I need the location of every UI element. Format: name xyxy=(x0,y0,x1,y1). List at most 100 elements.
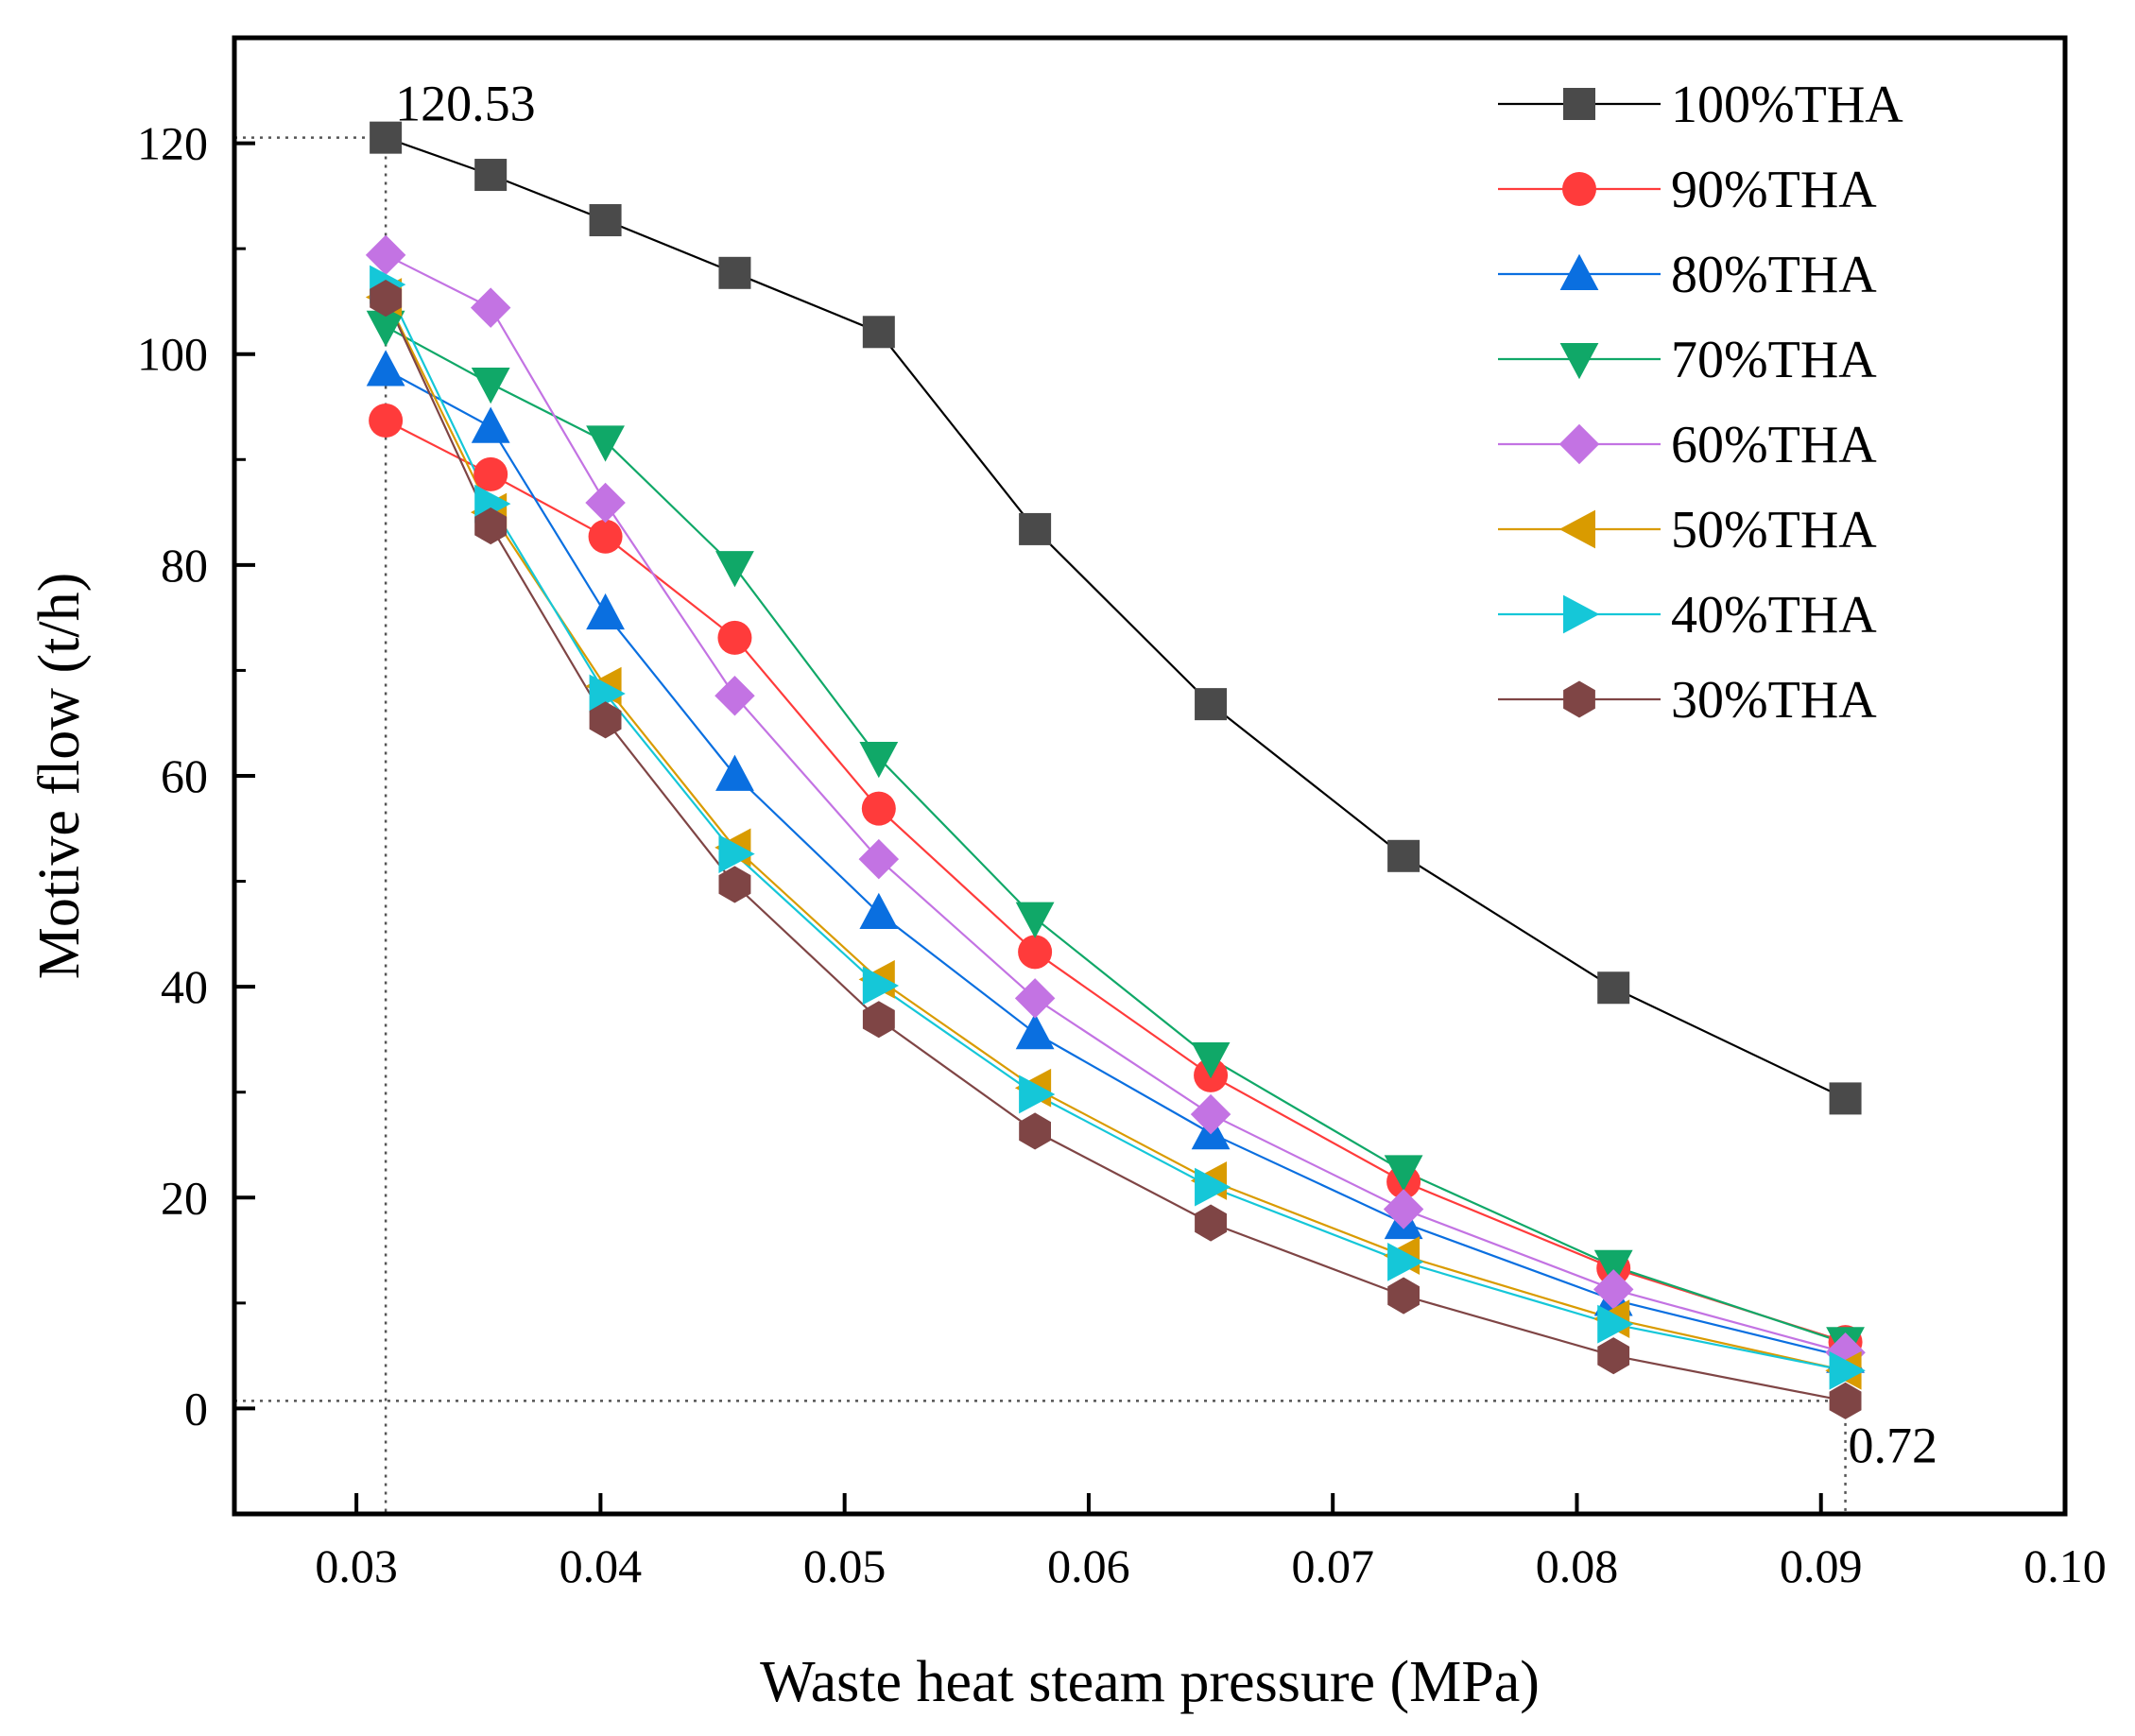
series-markers-60%THA xyxy=(365,234,1866,1373)
legend-label: 60%THA xyxy=(1671,416,1877,474)
data-point xyxy=(1829,1350,1866,1390)
legend: 100%THA 90%THA 80%THA 70%THA 60%THA 50%THA 40%… xyxy=(1498,76,1903,730)
data-point xyxy=(1597,1304,1634,1344)
data-point xyxy=(715,754,754,791)
data-point xyxy=(589,701,622,739)
annotation-min: 0.72 xyxy=(1849,1417,1938,1473)
data-point xyxy=(1015,1012,1055,1050)
data-point xyxy=(862,1001,895,1039)
series-line-70%THA xyxy=(385,325,1846,1345)
data-point xyxy=(1593,1249,1633,1287)
data-point xyxy=(471,406,510,443)
legend-marker xyxy=(1558,509,1595,549)
legend-entry: 40%THA xyxy=(1498,586,1877,645)
legend-label: 40%THA xyxy=(1671,586,1877,645)
data-point xyxy=(1018,935,1053,970)
data-point xyxy=(589,204,622,237)
data-point xyxy=(1014,978,1056,1019)
y-tick-label: 120 xyxy=(137,117,208,170)
data-point xyxy=(370,121,403,154)
series-markers xyxy=(365,121,1866,1419)
data-point xyxy=(1387,839,1420,872)
data-point xyxy=(858,838,900,880)
data-point xyxy=(1015,902,1055,938)
data-point xyxy=(717,620,752,655)
y-tick-label: 60 xyxy=(161,749,208,802)
legend-label: 50%THA xyxy=(1671,501,1877,559)
data-point xyxy=(474,507,508,545)
legend-marker xyxy=(1559,253,1599,290)
y-tick-label: 20 xyxy=(161,1171,208,1224)
reference-line-max xyxy=(234,136,387,1514)
data-point xyxy=(1195,1167,1231,1207)
data-point xyxy=(715,675,755,716)
legend-label: 70%THA xyxy=(1671,331,1877,389)
plot-frame xyxy=(232,35,2068,1517)
legend-marker xyxy=(1559,343,1599,380)
data-point xyxy=(859,742,899,779)
data-point xyxy=(370,280,403,318)
series-line-30%THA xyxy=(385,298,1846,1402)
data-point xyxy=(859,892,899,930)
x-tick-label: 0.10 xyxy=(2023,1539,2107,1592)
series-line-80%THA xyxy=(385,369,1846,1358)
series-markers-90%THA xyxy=(369,404,1863,1360)
data-point xyxy=(366,310,405,347)
data-point xyxy=(1593,1269,1634,1310)
legend-marker xyxy=(1562,172,1596,206)
x-tick-label: 0.06 xyxy=(1047,1539,1130,1592)
series-line-60%THA xyxy=(385,253,1846,1354)
legend-entry: 80%THA xyxy=(1498,246,1877,304)
legend-marker xyxy=(1563,88,1595,120)
data-point xyxy=(1383,1189,1424,1229)
data-point xyxy=(366,350,405,387)
y-tick-label: 40 xyxy=(161,960,208,1013)
data-point xyxy=(365,234,406,276)
data-point xyxy=(473,456,508,491)
x-tick-label: 0.05 xyxy=(803,1539,887,1592)
data-point xyxy=(470,287,511,328)
tick-labels: 0.03 0.04 0.05 0.06 0.07 0.08 0.09 0.10 0 20 40 60 8… xyxy=(137,117,2107,1592)
y-tick-label: 80 xyxy=(161,539,208,592)
reference-lines xyxy=(234,136,1847,1514)
data-point xyxy=(1191,1042,1231,1079)
legend-entry: 100%THA xyxy=(1498,76,1903,134)
legend-marker xyxy=(1558,423,1600,465)
series-markers-30%THA xyxy=(370,280,1862,1419)
x-tick-label: 0.04 xyxy=(560,1539,643,1592)
y-axis-title: Motive flow (t/h) xyxy=(27,573,92,980)
x-tick-label: 0.08 xyxy=(1536,1539,1619,1592)
legend-entry: 70%THA xyxy=(1498,331,1877,389)
x-axis-title: Waste heat steam pressure (MPa) xyxy=(760,1650,1540,1714)
data-point xyxy=(1597,1337,1630,1375)
legend-label: 30%THA xyxy=(1671,671,1877,730)
data-point xyxy=(718,834,755,873)
data-point xyxy=(862,316,895,349)
data-point xyxy=(1190,1093,1231,1135)
data-point xyxy=(718,256,751,289)
data-point xyxy=(718,866,751,903)
data-point xyxy=(1829,1382,1862,1419)
legend-marker xyxy=(1563,680,1595,718)
data-point xyxy=(1387,1242,1424,1281)
data-point xyxy=(369,404,404,438)
data-point xyxy=(471,367,510,404)
series-line-90%THA xyxy=(385,420,1846,1344)
series-markers-70%THA xyxy=(366,310,1865,1364)
data-point xyxy=(474,159,508,192)
data-point xyxy=(715,551,754,588)
series-lines xyxy=(385,136,1847,1402)
series-markers-100%THA xyxy=(370,121,1862,1115)
x-tick-label: 0.09 xyxy=(1780,1539,1863,1592)
data-point xyxy=(586,593,625,630)
legend-entry: 50%THA xyxy=(1498,501,1877,559)
data-point xyxy=(585,482,626,524)
legend-entry: 90%THA xyxy=(1498,161,1877,219)
data-point xyxy=(861,791,896,826)
data-point xyxy=(1019,1074,1056,1114)
series-line-40%THA xyxy=(385,284,1846,1372)
x-tick-label: 0.03 xyxy=(315,1539,398,1592)
data-point xyxy=(589,674,626,713)
legend-entry: 30%THA xyxy=(1498,671,1877,730)
